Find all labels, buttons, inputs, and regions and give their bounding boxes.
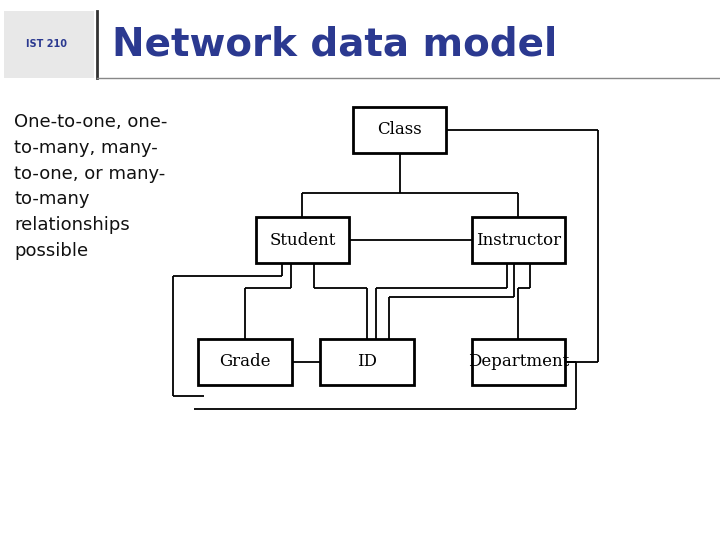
Text: Department: Department xyxy=(468,353,569,370)
FancyBboxPatch shape xyxy=(198,339,292,384)
Text: IST 210: IST 210 xyxy=(27,39,67,49)
Text: Student: Student xyxy=(269,232,336,249)
FancyBboxPatch shape xyxy=(353,106,446,152)
Text: One-to-one, one-
to-many, many-
to-one, or many-
to-many
relationships
possible: One-to-one, one- to-many, many- to-one, … xyxy=(14,113,168,260)
FancyBboxPatch shape xyxy=(4,11,94,78)
Text: Class: Class xyxy=(377,121,422,138)
FancyBboxPatch shape xyxy=(472,217,565,263)
Text: Instructor: Instructor xyxy=(476,232,561,249)
FancyBboxPatch shape xyxy=(472,339,565,384)
FancyBboxPatch shape xyxy=(256,217,349,263)
Text: Network data model: Network data model xyxy=(112,25,557,63)
FancyBboxPatch shape xyxy=(320,339,414,384)
Text: Grade: Grade xyxy=(219,353,271,370)
Text: ID: ID xyxy=(357,353,377,370)
